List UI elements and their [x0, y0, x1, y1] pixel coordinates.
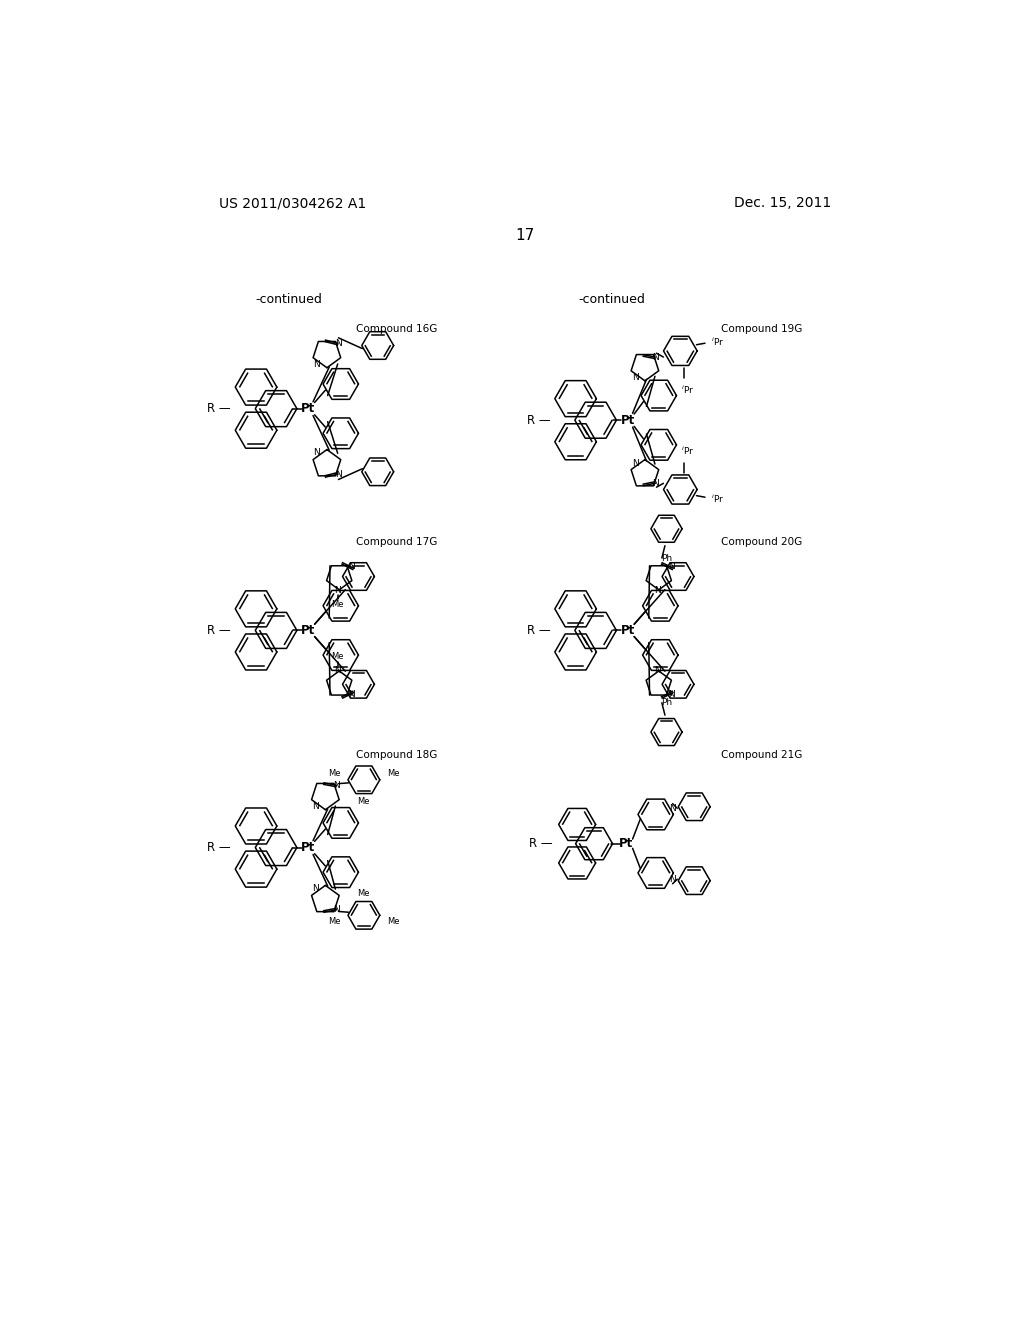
Text: Ph: Ph: [660, 553, 672, 562]
Text: N: N: [334, 780, 340, 789]
Text: Pt: Pt: [620, 837, 634, 850]
Text: N: N: [313, 447, 321, 457]
Text: N: N: [334, 586, 341, 595]
Text: Me: Me: [357, 890, 370, 898]
Text: N: N: [654, 586, 660, 595]
Text: $^i$Pr: $^i$Pr: [681, 445, 694, 457]
Text: N: N: [348, 690, 355, 698]
Text: N: N: [668, 562, 675, 572]
Text: Compound 18G: Compound 18G: [355, 750, 437, 760]
Text: N: N: [652, 479, 659, 488]
Text: N: N: [652, 352, 659, 362]
Text: N: N: [670, 804, 676, 813]
Text: N: N: [313, 360, 321, 370]
Text: Ph: Ph: [660, 698, 672, 708]
Text: Pt: Pt: [301, 624, 315, 638]
Text: N: N: [335, 470, 342, 479]
Text: $^i$Pr: $^i$Pr: [681, 383, 694, 396]
Text: Me: Me: [332, 599, 344, 609]
Text: N: N: [348, 562, 355, 572]
Text: Me: Me: [357, 797, 370, 805]
Text: R —: R —: [526, 413, 550, 426]
Text: $^i$Pr: $^i$Pr: [711, 335, 724, 348]
Text: R —: R —: [526, 624, 550, 638]
Text: N: N: [312, 803, 318, 812]
Text: -continued: -continued: [579, 293, 645, 306]
Text: Me: Me: [332, 652, 344, 661]
Text: Pt: Pt: [621, 413, 635, 426]
Text: Me: Me: [387, 770, 399, 777]
Text: US 2011/0304262 A1: US 2011/0304262 A1: [219, 197, 367, 210]
Text: Me: Me: [387, 917, 399, 925]
Text: Me: Me: [329, 917, 341, 925]
Text: R —: R —: [207, 624, 230, 638]
Text: 17: 17: [515, 228, 535, 243]
Text: R —: R —: [528, 837, 553, 850]
Text: Me: Me: [329, 770, 341, 777]
Text: N: N: [670, 875, 676, 883]
Text: Compound 16G: Compound 16G: [355, 325, 437, 334]
Text: R —: R —: [207, 841, 230, 854]
Text: $^i$Pr: $^i$Pr: [711, 492, 724, 506]
Text: N: N: [334, 906, 340, 915]
Text: N: N: [668, 690, 675, 698]
Text: N: N: [312, 884, 318, 892]
Text: N: N: [334, 667, 341, 675]
Text: R —: R —: [207, 403, 230, 416]
Text: Compound 19G: Compound 19G: [721, 325, 803, 334]
Text: Pt: Pt: [301, 403, 315, 416]
Text: N: N: [632, 372, 639, 381]
Text: Compound 21G: Compound 21G: [721, 750, 803, 760]
Text: Dec. 15, 2011: Dec. 15, 2011: [734, 197, 831, 210]
Text: Pt: Pt: [621, 624, 635, 638]
Text: -continued: -continued: [255, 293, 322, 306]
Text: Compound 17G: Compound 17G: [355, 537, 437, 546]
Text: N: N: [654, 667, 660, 675]
Text: Compound 20G: Compound 20G: [721, 537, 803, 546]
Text: Pt: Pt: [301, 841, 315, 854]
Text: N: N: [335, 339, 342, 347]
Text: N: N: [632, 459, 639, 467]
